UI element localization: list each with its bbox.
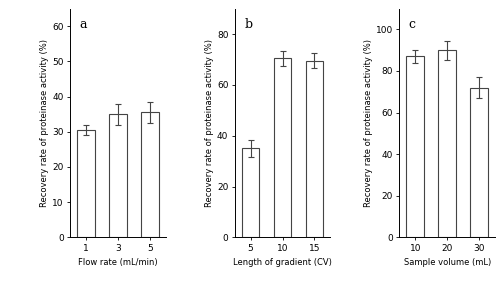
Bar <box>77 130 94 237</box>
Bar <box>242 148 260 237</box>
Text: c: c <box>409 18 416 31</box>
X-axis label: Sample volume (mL): Sample volume (mL) <box>404 258 491 267</box>
X-axis label: Flow rate (mL/min): Flow rate (mL/min) <box>78 258 158 267</box>
X-axis label: Length of gradient (CV): Length of gradient (CV) <box>233 258 332 267</box>
Text: a: a <box>80 18 87 31</box>
Bar <box>274 58 291 237</box>
Bar <box>141 112 158 237</box>
Y-axis label: Recovery rate of proteinase activity (%): Recovery rate of proteinase activity (%) <box>364 39 373 207</box>
Bar <box>406 56 424 237</box>
Bar <box>438 50 456 237</box>
Bar <box>470 88 488 237</box>
Bar <box>109 114 126 237</box>
Text: b: b <box>244 18 252 31</box>
Y-axis label: Recovery rate of proteinase activity (%): Recovery rate of proteinase activity (%) <box>205 39 214 207</box>
Bar <box>306 61 323 237</box>
Y-axis label: Recovery rate of proteinase activity (%): Recovery rate of proteinase activity (%) <box>40 39 50 207</box>
